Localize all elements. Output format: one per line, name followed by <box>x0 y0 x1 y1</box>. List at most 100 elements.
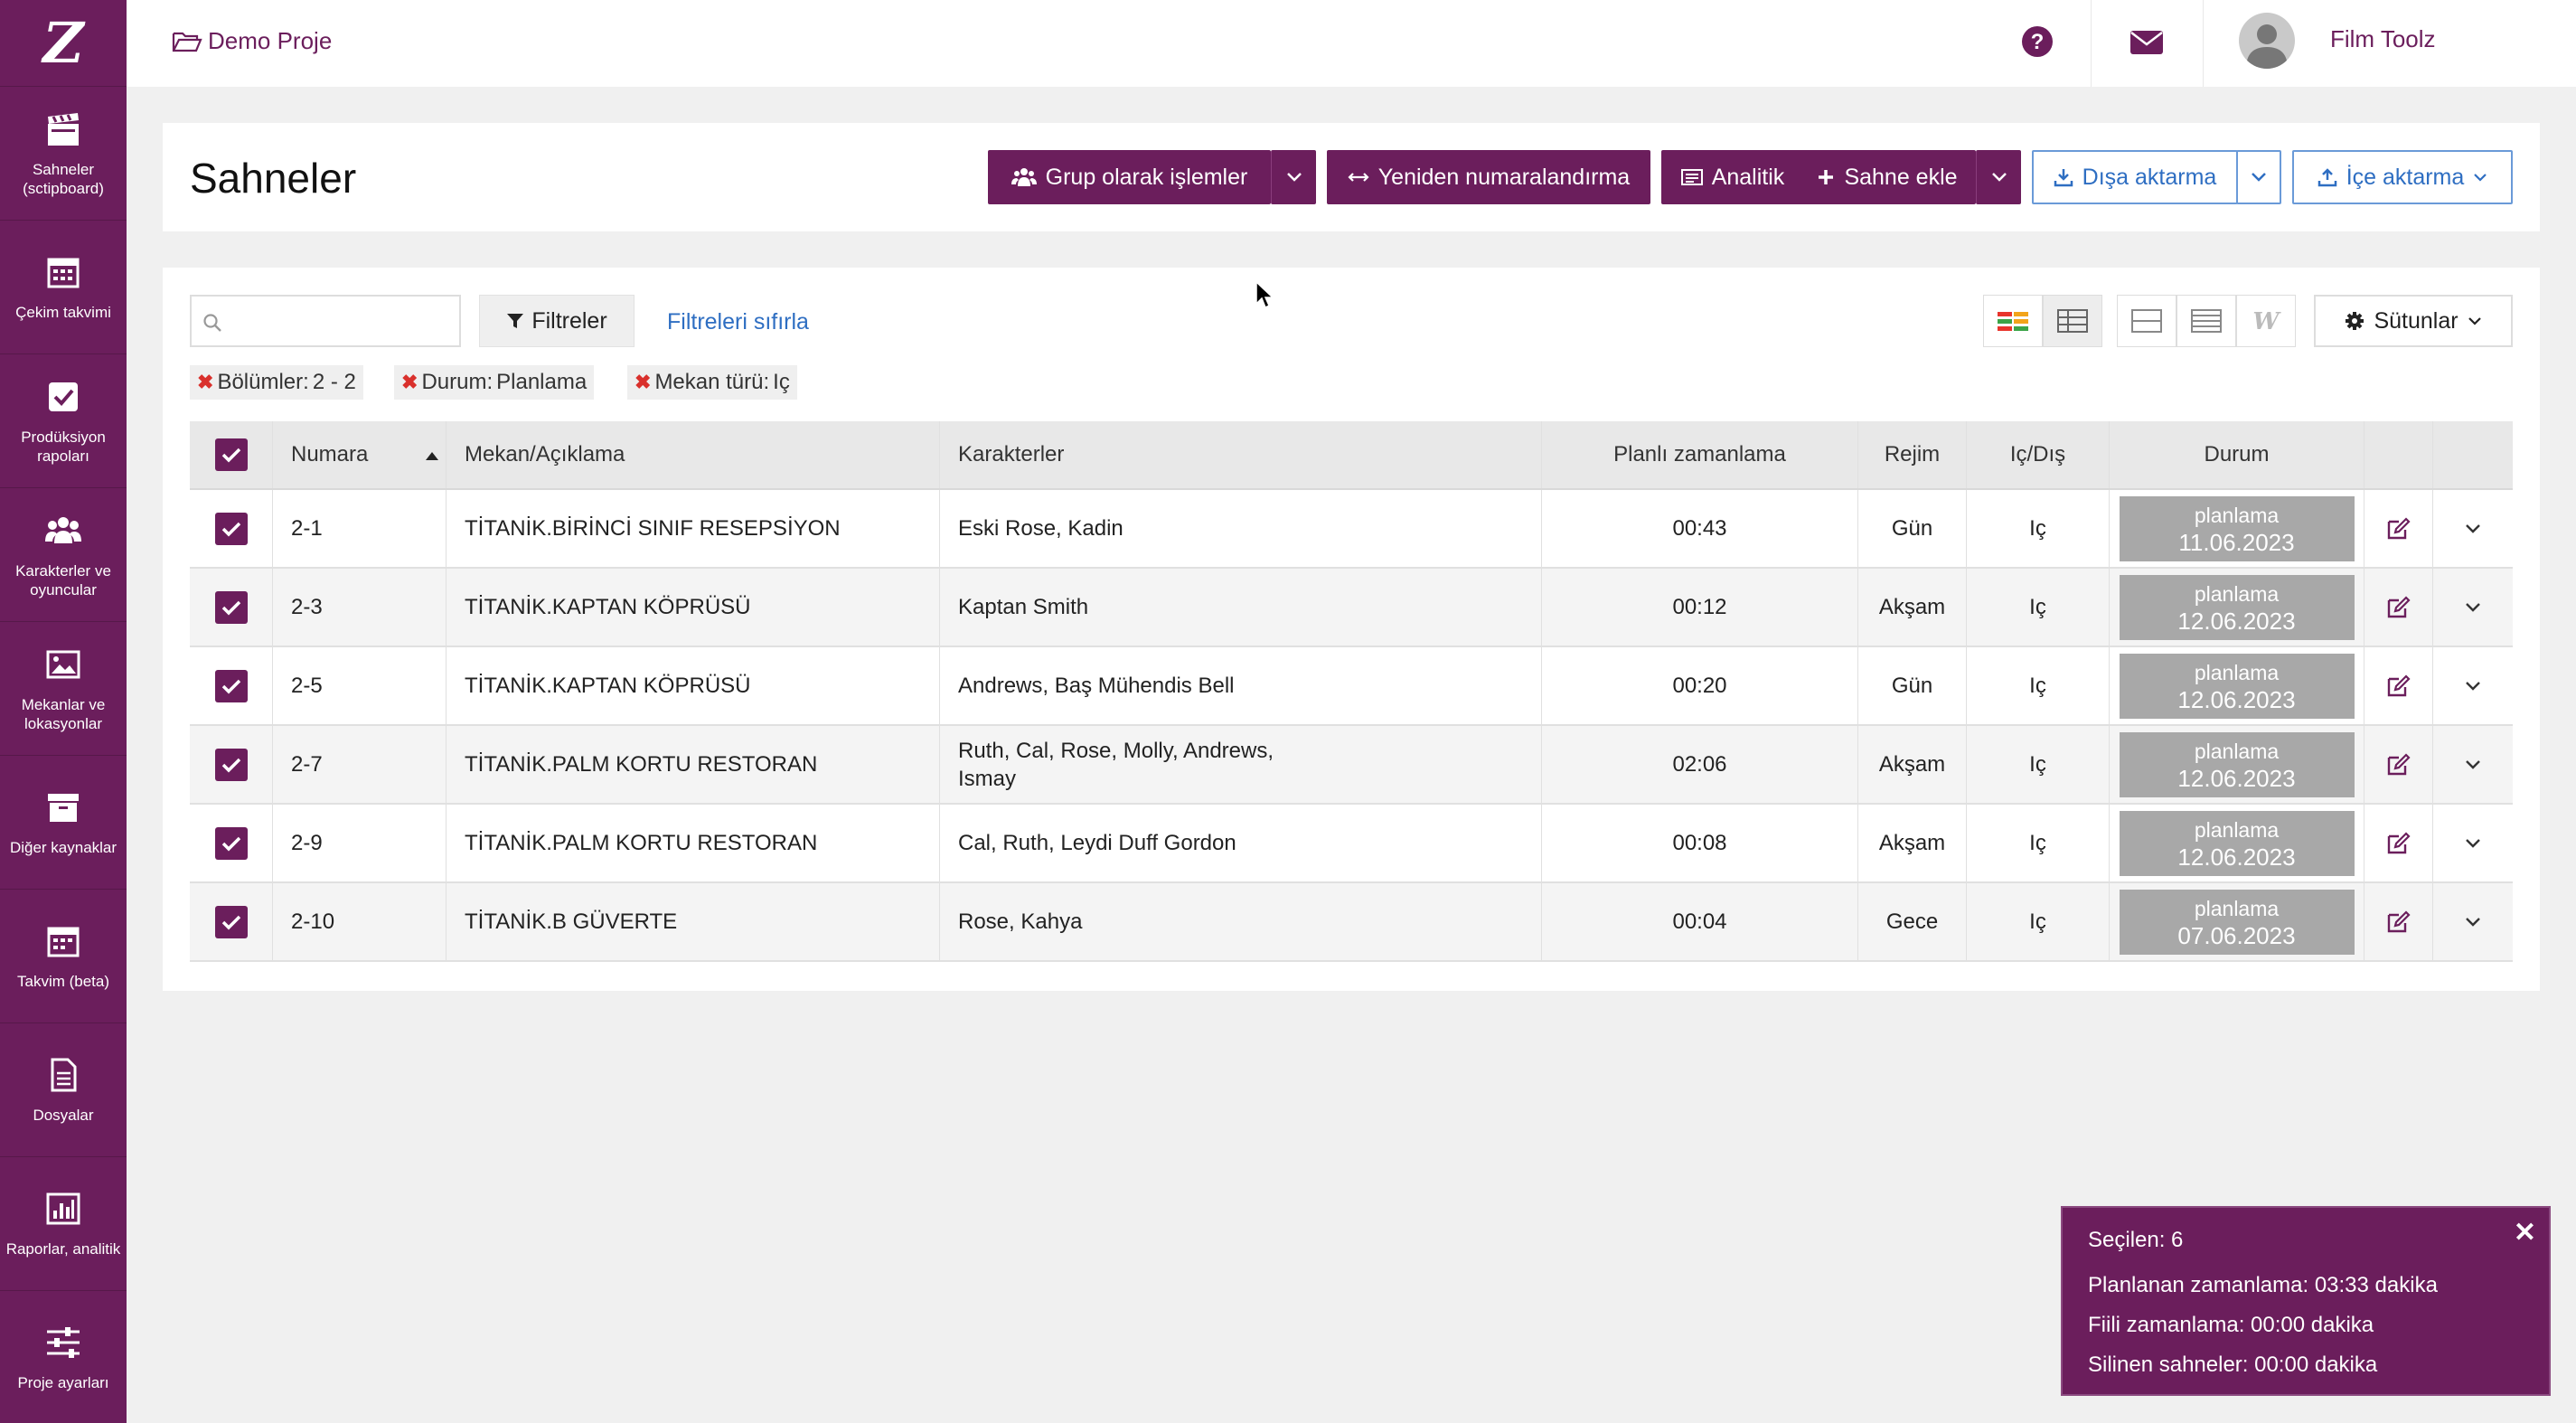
status-badge[interactable]: planlama 12.06.2023 <box>2119 731 2355 797</box>
status-badge[interactable]: planlama 12.06.2023 <box>2119 810 2355 876</box>
scene-inout: Iç <box>1967 490 2110 567</box>
svg-text:?: ? <box>2031 30 2045 54</box>
status-badge[interactable]: planlama 07.06.2023 <box>2119 889 2355 955</box>
table-row[interactable]: 2-7 TİTANİK.PALM KORTU RESTORAN Ruth, Cal,… <box>190 726 2513 805</box>
table-row[interactable]: 2-9 TİTANİK.PALM KORTU RESTORAN Cal, Ruth,… <box>190 805 2513 883</box>
row-checkbox[interactable] <box>214 748 248 781</box>
compact-view-button[interactable] <box>2117 295 2176 347</box>
status-badge[interactable]: planlama 12.06.2023 <box>2119 574 2355 640</box>
list-view-button[interactable] <box>2176 295 2236 347</box>
sidebar-item-label: Mekanlar ve lokasyonlar <box>21 695 106 732</box>
row-checkbox[interactable] <box>214 669 248 702</box>
folder-open-icon <box>172 32 202 52</box>
filter-chip-status[interactable]: ✖ Durum: Planlama <box>394 365 595 400</box>
sidebar-item-label: Prodüksiyon rapoları <box>21 428 106 465</box>
expand-row-button[interactable] <box>2433 569 2513 646</box>
sidebar-item-analytics[interactable]: Raporlar, analitik <box>0 1157 127 1291</box>
selected-count: Seçilen: 6 <box>2088 1228 2184 1252</box>
sort-asc-icon <box>426 452 438 460</box>
sidebar-item-reports[interactable]: Prodüksiyon rapoları <box>0 354 127 488</box>
edit-button[interactable] <box>2364 726 2433 803</box>
color-rows-view-button[interactable] <box>1983 295 2043 347</box>
chevron-down-icon <box>2252 173 2266 182</box>
row-checkbox[interactable] <box>214 590 248 624</box>
sidebar-item-schedule[interactable]: Çekim takvimi <box>0 221 127 354</box>
scene-characters: Eski Rose, Kadin <box>940 490 1542 567</box>
filters-button[interactable]: Filtreler <box>479 295 635 347</box>
add-scene-button[interactable]: Sahne ekle <box>1799 150 1976 204</box>
reset-filters-link[interactable]: Filtreleri sıfırla <box>667 309 809 335</box>
project-link[interactable]: Demo Proje <box>172 27 332 55</box>
table-row[interactable]: 2-3 TİTANİK.KAPTAN KÖPRÜSÜ Kaptan Smith 00:… <box>190 569 2513 647</box>
user-name[interactable]: Film Toolz <box>2330 25 2436 52</box>
sidebar-item-settings[interactable]: Proje ayarları <box>0 1291 127 1423</box>
expand-row-button[interactable] <box>2433 490 2513 567</box>
expand-row-button[interactable] <box>2433 726 2513 803</box>
edit-button[interactable] <box>2364 647 2433 724</box>
app-logo[interactable]: Z <box>0 0 127 87</box>
edit-icon <box>2387 516 2411 539</box>
avatar[interactable] <box>2239 13 2295 69</box>
export-button[interactable]: Dışa aktarma <box>2032 150 2238 204</box>
sidebar-item-files[interactable]: Dosyalar <box>0 1023 127 1157</box>
scene-characters: Cal, Ruth, Leydi Duff Gordon <box>940 805 1542 881</box>
edit-icon <box>2387 909 2411 932</box>
scene-characters: Rose, Kahya <box>940 883 1542 960</box>
scene-number: 2-10 <box>273 883 447 960</box>
sidebar-item-scenes[interactable]: Sahneler (sctipboard) <box>0 87 127 221</box>
expand-row-button[interactable] <box>2433 883 2513 960</box>
columns-button[interactable]: Sütunlar <box>2314 295 2513 347</box>
row-checkbox[interactable] <box>214 512 248 545</box>
scene-characters: Andrews, Baş Mühendis Bell <box>940 647 1542 724</box>
remove-filter-icon[interactable]: ✖ <box>197 371 214 393</box>
mail-icon[interactable] <box>2129 25 2164 62</box>
sidebar-item-characters[interactable]: Karakterler ve oyuncular <box>0 488 127 622</box>
help-icon[interactable]: ? <box>2021 25 2054 62</box>
select-all-checkbox[interactable] <box>214 438 248 471</box>
add-scene-dropdown[interactable] <box>1976 150 2021 204</box>
column-header-place[interactable]: Mekan/Açıklama <box>447 421 940 488</box>
column-header-status[interactable]: Durum <box>2110 421 2364 488</box>
edit-button[interactable] <box>2364 490 2433 567</box>
table-row[interactable]: 2-1 TİTANİK.BİRİNCİ SINIF RESEPSİYON Eski … <box>190 490 2513 569</box>
column-header-characters[interactable]: Karakterler <box>940 421 1542 488</box>
sidebar-item-locations[interactable]: Mekanlar ve lokasyonlar <box>0 622 127 756</box>
table-row[interactable]: 2-5 TİTANİK.KAPTAN KÖPRÜSÜ Andrews, Baş Mü… <box>190 647 2513 726</box>
sidebar-item-resources[interactable]: Diğer kaynaklar <box>0 756 127 890</box>
rows-icon <box>2131 309 2162 333</box>
row-checkbox[interactable] <box>214 826 248 860</box>
export-dropdown[interactable] <box>2236 150 2281 204</box>
expand-row-button[interactable] <box>2433 805 2513 881</box>
edit-button[interactable] <box>2364 805 2433 881</box>
column-header-number[interactable]: Numara <box>273 421 447 488</box>
close-icon[interactable]: ✕ <box>2513 1218 2536 1248</box>
filter-chip-episodes[interactable]: ✖ Bölümler: 2 - 2 <box>190 365 363 400</box>
filter-chip-location-type[interactable]: ✖ Mekan türü: Iç <box>627 365 797 400</box>
status-badge[interactable]: planlama 12.06.2023 <box>2119 653 2355 719</box>
sidebar-item-calendar[interactable]: Takvim (beta) <box>0 890 127 1023</box>
search-input[interactable] <box>190 295 461 347</box>
import-button[interactable]: İçe aktarma <box>2292 150 2513 204</box>
remove-filter-icon[interactable]: ✖ <box>635 371 652 393</box>
row-checkbox[interactable] <box>214 905 248 938</box>
analytics-button[interactable]: Analitik <box>1661 150 1804 204</box>
group-operations-dropdown[interactable] <box>1271 150 1316 204</box>
remove-filter-icon[interactable]: ✖ <box>401 371 418 393</box>
word-export-button[interactable]: W <box>2236 295 2296 347</box>
image-icon <box>46 650 80 678</box>
edit-button[interactable] <box>2364 569 2433 646</box>
column-header-planned[interactable]: Planlı zamanlama <box>1542 421 1858 488</box>
status-badge[interactable]: planlama 11.06.2023 <box>2119 495 2355 561</box>
table-view-button[interactable] <box>2043 295 2102 347</box>
group-operations-button[interactable]: Grup olarak işlemler <box>988 150 1271 204</box>
scene-regime: Akşam <box>1858 805 1967 881</box>
edit-icon <box>2387 674 2411 696</box>
scene-planned-time: 02:06 <box>1542 726 1858 803</box>
column-header-regime[interactable]: Rejim <box>1858 421 1967 488</box>
column-header-inout[interactable]: Iç/Dış <box>1967 421 2110 488</box>
table-row[interactable]: 2-10 TİTANİK.B GÜVERTE Rose, Kahya 00:04 Gec… <box>190 883 2513 962</box>
renumber-button[interactable]: Yeniden numaralandırma <box>1327 150 1650 204</box>
scene-inout: Iç <box>1967 726 2110 803</box>
expand-row-button[interactable] <box>2433 647 2513 724</box>
edit-button[interactable] <box>2364 883 2433 960</box>
